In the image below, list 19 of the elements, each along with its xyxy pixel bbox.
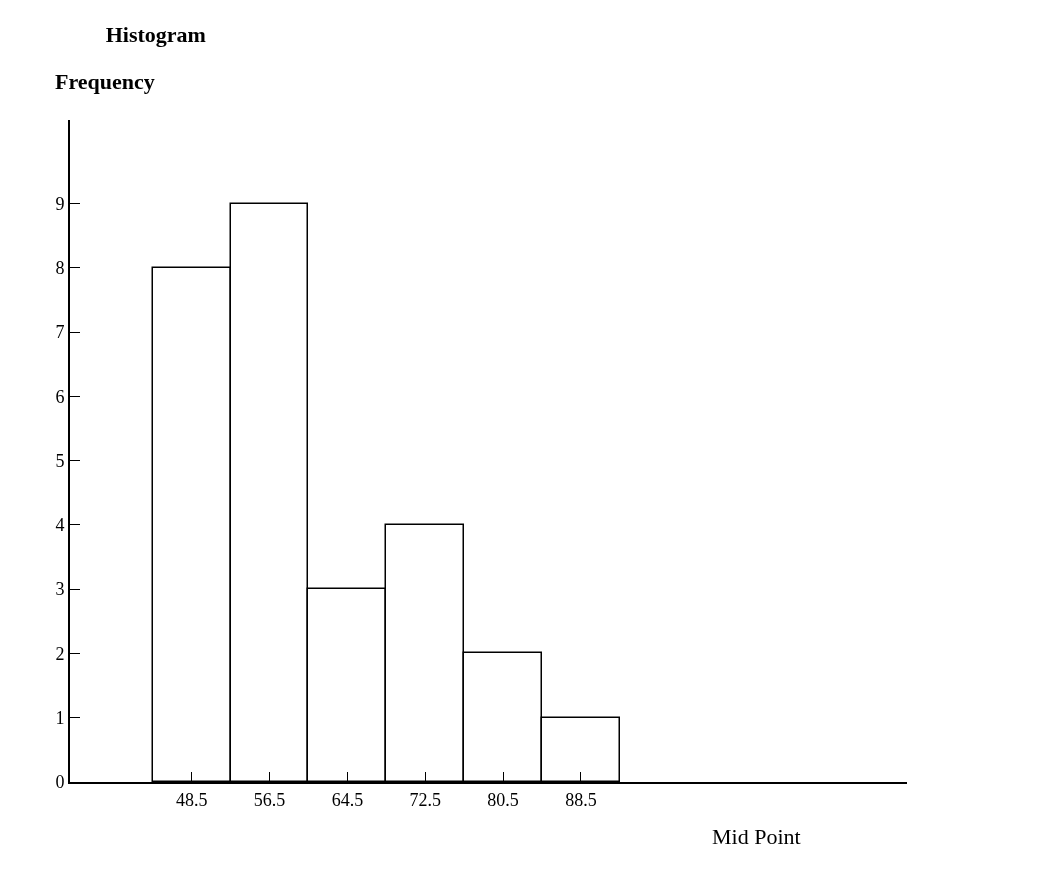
x-tick-label: 56.5 bbox=[253, 789, 286, 810]
y-tick-label: 1 bbox=[55, 708, 65, 729]
x-tick-label: 48.5 bbox=[175, 789, 208, 810]
x-axis-title: Mid Point bbox=[712, 824, 801, 849]
y-tick-label: 3 bbox=[55, 579, 65, 600]
y-tick-label: 7 bbox=[55, 322, 65, 343]
x-tick-label: 64.5 bbox=[331, 789, 364, 810]
y-tick-label: 8 bbox=[55, 258, 65, 279]
y-axis-title: Frequency bbox=[55, 69, 155, 94]
y-tick-label: 9 bbox=[55, 193, 65, 214]
y-tick-label: 6 bbox=[55, 386, 65, 407]
y-tick-label: 2 bbox=[55, 643, 65, 664]
x-tick-label: 80.5 bbox=[487, 789, 519, 810]
y-tick-label: 4 bbox=[55, 515, 65, 536]
y-tick-label: 0 bbox=[55, 772, 65, 793]
x-tick-label: 72.5 bbox=[409, 789, 441, 810]
x-tick-label: 88.5 bbox=[565, 789, 597, 810]
chart-title: Histogram bbox=[105, 21, 206, 47]
y-tick-label: 5 bbox=[55, 450, 65, 471]
